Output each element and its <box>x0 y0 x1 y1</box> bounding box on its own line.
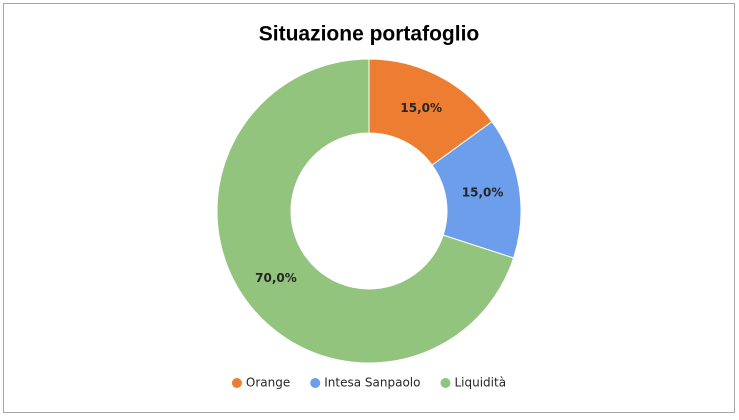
chart-title: Situazione portafoglio <box>259 23 480 46</box>
legend-marker <box>310 378 321 388</box>
data-label: 70,0% <box>255 271 297 285</box>
legend-label: Intesa Sanpaolo <box>324 376 420 390</box>
legend-marker <box>231 378 242 388</box>
data-label: 15,0% <box>462 186 504 200</box>
legend-label: Orange <box>246 376 290 390</box>
donut-slice <box>216 58 515 364</box>
legend-label: Liquidità <box>454 376 506 390</box>
data-label: 15,0% <box>400 101 442 115</box>
legend-marker <box>440 378 451 388</box>
